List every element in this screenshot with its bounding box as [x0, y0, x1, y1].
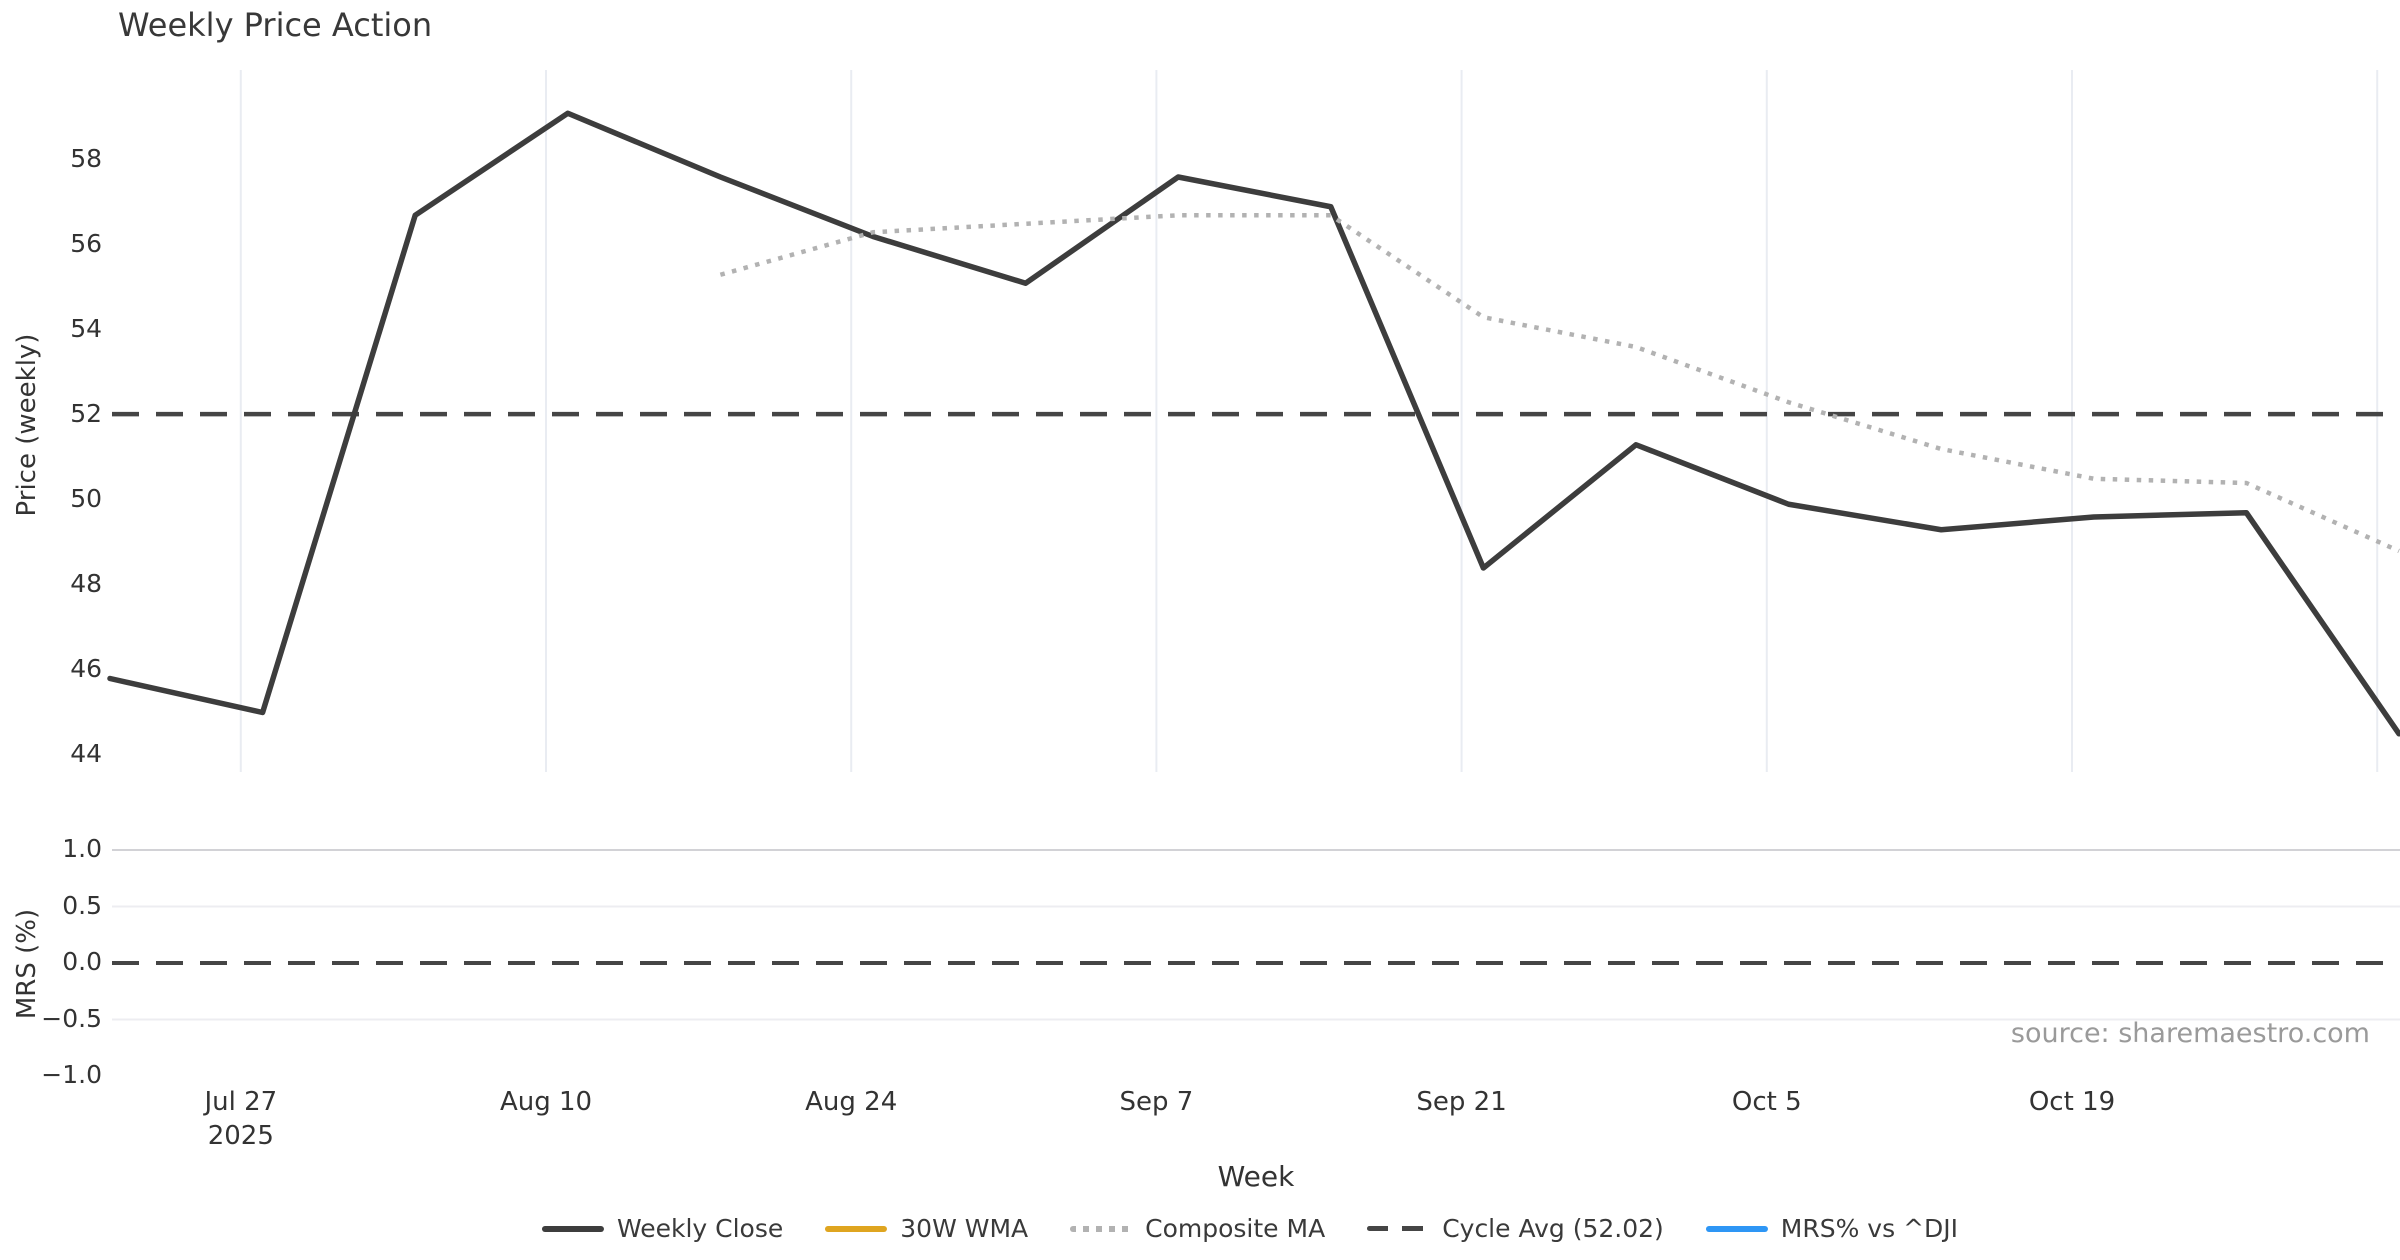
- legend-label: Weekly Close: [616, 1214, 784, 1243]
- mrs-tick-label: 0.0: [62, 947, 102, 977]
- legend-swatch-solid: [541, 1225, 604, 1232]
- legend: Weekly Close 30W WMA Composite MA Cycle Avg…: [541, 1214, 1959, 1243]
- price-tick-label: 52: [70, 399, 102, 429]
- x-axis-label: Week: [1217, 1160, 1295, 1193]
- legend-swatch-dashed: [1367, 1226, 1430, 1231]
- legend-item-mrs-vs-dji: MRS% vs ^DJI: [1705, 1214, 1959, 1243]
- series-weekly-close: [107, 110, 2400, 737]
- legend-item-composite-ma: Composite MA: [1070, 1214, 1325, 1243]
- price-tick-label: 58: [70, 144, 102, 174]
- source-note: source: sharemaestro.com: [2010, 1018, 2370, 1049]
- mrs-tick-label: 1.0: [62, 834, 102, 864]
- price-tick-label: 56: [70, 229, 102, 259]
- legend-item-weekly-close: Weekly Close: [541, 1214, 784, 1243]
- x-tick-label: Sep 21: [1416, 1087, 1507, 1117]
- mrs-tick-label: 0.5: [62, 890, 102, 920]
- mrs-tick-label: −0.5: [41, 1003, 102, 1033]
- series-composite-ma: [719, 213, 2400, 554]
- legend-swatch-solid: [1705, 1225, 1768, 1232]
- legend-label: MRS% vs ^DJI: [1780, 1214, 1959, 1243]
- price-tick-label: 44: [70, 739, 102, 769]
- x-tick-label: Oct 5: [1731, 1087, 1802, 1117]
- price-tick-label: 48: [70, 569, 102, 599]
- x-tick-label: Sep 7: [1119, 1087, 1194, 1117]
- x-tick-label: Oct 19: [2028, 1087, 2116, 1117]
- legend-swatch-dotted: [1070, 1225, 1133, 1232]
- price-tick-label: 46: [70, 654, 102, 684]
- legend-label: Cycle Avg (52.02): [1442, 1214, 1664, 1243]
- x-tick-label: Jul 27 2025: [204, 1087, 278, 1152]
- x-tick-label: Aug 10: [499, 1087, 593, 1117]
- legend-swatch-solid: [825, 1225, 888, 1232]
- mrs-tick-label: −1.0: [41, 1060, 102, 1090]
- chart-title: Weekly Price Action: [118, 6, 433, 44]
- legend-label: Composite MA: [1145, 1214, 1326, 1243]
- legend-item-cycle-avg-52-02-: Cycle Avg (52.02): [1367, 1214, 1664, 1243]
- price-tick-label: 50: [70, 484, 102, 514]
- x-tick-label: Aug 24: [805, 1087, 898, 1117]
- legend-item-30w-wma: 30W WMA: [825, 1214, 1028, 1243]
- price-tick-label: 54: [70, 314, 102, 344]
- legend-label: 30W WMA: [900, 1214, 1029, 1243]
